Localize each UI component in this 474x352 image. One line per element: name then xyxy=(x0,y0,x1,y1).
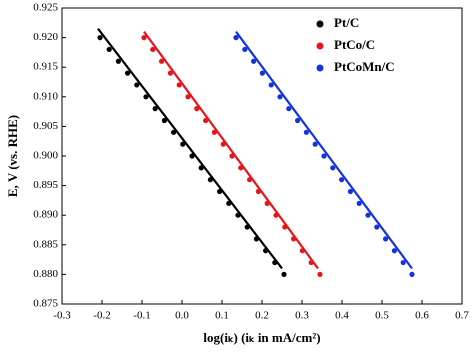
data-point xyxy=(238,165,244,171)
data-point xyxy=(317,271,323,277)
data-point xyxy=(134,82,140,88)
x-tick-label: 0.2 xyxy=(255,310,269,322)
data-point xyxy=(176,82,182,88)
y-tick-label: 0.885 xyxy=(33,238,58,250)
data-point xyxy=(185,94,191,100)
data-point xyxy=(282,224,288,230)
y-tick-label: 0.920 xyxy=(33,31,58,43)
y-tick-label: 0.900 xyxy=(33,150,58,162)
data-point xyxy=(259,70,265,76)
y-tick-label: 0.925 xyxy=(33,2,58,14)
data-point xyxy=(203,117,209,124)
y-tick-label: 0.915 xyxy=(33,61,58,73)
x-tick-label: -0.2 xyxy=(93,310,110,322)
data-point xyxy=(272,259,278,266)
data-point xyxy=(229,153,235,159)
data-point xyxy=(308,259,314,266)
data-point xyxy=(115,58,121,64)
data-point xyxy=(207,177,213,183)
y-tick-label: 0.910 xyxy=(33,90,58,102)
data-point xyxy=(171,129,177,135)
data-point xyxy=(273,212,279,218)
x-tick-label: 0.5 xyxy=(375,310,389,322)
data-point xyxy=(383,236,389,242)
x-tick-label: 0.1 xyxy=(215,310,229,322)
legend-label: PtCoMn/C xyxy=(334,59,395,74)
data-point xyxy=(97,35,103,41)
x-tick-label: 0.6 xyxy=(415,310,429,322)
x-tick-label: -0.3 xyxy=(53,310,71,322)
data-point xyxy=(235,212,241,218)
data-point xyxy=(303,129,309,135)
data-point xyxy=(339,177,345,183)
plot-frame xyxy=(61,7,463,305)
x-tick-label: 0.7 xyxy=(455,310,469,322)
data-point xyxy=(194,106,200,112)
data-point xyxy=(330,165,336,171)
data-point xyxy=(253,236,259,242)
data-point xyxy=(295,117,301,124)
data-point xyxy=(391,248,397,254)
y-tick-label: 0.890 xyxy=(33,209,58,221)
data-point xyxy=(180,141,186,147)
data-point xyxy=(217,188,223,195)
data-point xyxy=(143,94,149,100)
data-point xyxy=(189,153,195,159)
data-point xyxy=(211,129,217,135)
data-point xyxy=(263,248,269,254)
data-point xyxy=(198,165,204,171)
data-point xyxy=(400,259,406,266)
data-point xyxy=(152,106,158,112)
data-point xyxy=(277,94,283,100)
legend-marker xyxy=(316,42,324,50)
data-point xyxy=(374,224,380,230)
data-point xyxy=(264,200,270,206)
data-point xyxy=(233,35,239,41)
legend-label: PtCo/C xyxy=(334,37,375,52)
y-tick-label: 0.880 xyxy=(33,268,58,280)
data-point xyxy=(244,224,250,230)
data-point xyxy=(251,58,257,64)
y-tick-label: 0.905 xyxy=(33,120,58,132)
y-tick-label: 0.895 xyxy=(33,179,58,191)
data-point xyxy=(167,70,173,76)
data-point xyxy=(356,200,362,206)
data-point xyxy=(159,58,165,64)
x-tick-label: 0.4 xyxy=(335,310,349,322)
data-point xyxy=(286,106,292,112)
y-axis-label: E, V (vs. RHE) xyxy=(5,115,20,197)
data-point xyxy=(347,188,353,195)
x-tick-label: 0.0 xyxy=(175,310,189,322)
data-point xyxy=(125,70,131,76)
fit-line xyxy=(143,31,319,270)
data-point xyxy=(281,271,287,277)
data-point xyxy=(299,248,305,254)
data-point xyxy=(220,141,226,147)
data-point xyxy=(312,141,318,147)
x-tick-label: 0.3 xyxy=(295,310,309,322)
data-point xyxy=(106,46,112,53)
data-point xyxy=(247,177,253,183)
data-point xyxy=(141,35,147,41)
x-axis-label: log(iₖ) (iₖ in mA/cm²) xyxy=(203,330,320,345)
data-point xyxy=(161,117,167,124)
data-point xyxy=(365,212,371,218)
data-point xyxy=(255,188,261,195)
data-point xyxy=(150,46,156,53)
data-point xyxy=(291,236,297,242)
fit-line xyxy=(97,28,283,270)
legend-marker xyxy=(316,64,324,72)
y-tick-label: 0.875 xyxy=(33,298,58,310)
data-point xyxy=(242,46,248,53)
x-tick-label: -0.1 xyxy=(133,310,150,322)
data-point xyxy=(226,200,232,206)
data-point xyxy=(409,271,415,277)
data-point xyxy=(268,82,274,88)
legend-label: Pt/C xyxy=(334,15,359,30)
fit-line xyxy=(235,31,413,270)
data-point xyxy=(321,153,327,159)
legend-marker xyxy=(316,20,324,28)
